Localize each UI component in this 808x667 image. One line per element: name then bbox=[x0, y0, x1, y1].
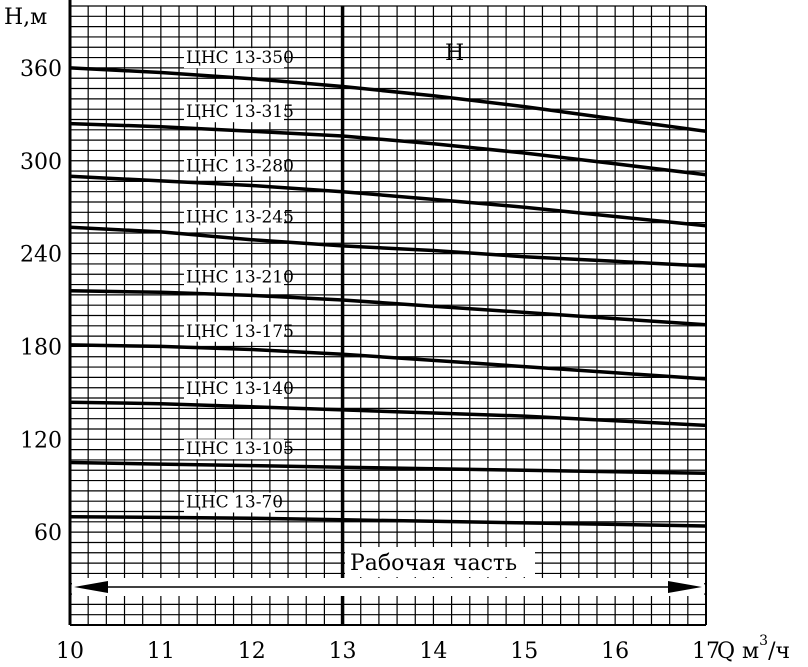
curve-label: ЦНС 13-245 bbox=[186, 208, 294, 228]
curve-label-bg bbox=[184, 321, 284, 342]
y-axis-title: Н,м bbox=[4, 5, 47, 30]
x-tick-label: 12 bbox=[238, 639, 266, 664]
x-tick-label: 14 bbox=[419, 639, 447, 664]
curves bbox=[69, 66, 707, 528]
x-axis-title: Q м3/ч bbox=[717, 633, 790, 664]
x-axis-title-sup: 3 bbox=[759, 633, 768, 649]
curve-letter: H bbox=[445, 41, 464, 66]
y-tick-label: 240 bbox=[20, 243, 62, 268]
y-tick-label: 60 bbox=[34, 521, 62, 546]
curve-label: ЦНС 13-210 bbox=[186, 268, 294, 288]
tick-labels: 10 11 12 13 14 15 16 17 60 120 180 240 300 360 bbox=[20, 57, 720, 664]
curve-ЦНС-13-70 bbox=[69, 514, 707, 528]
curve-ЦНС-13-280 bbox=[69, 174, 707, 228]
curve-ЦНС-13-315 bbox=[69, 121, 707, 177]
x-tick-label: 16 bbox=[601, 639, 629, 664]
curve-ЦНС-13-210 bbox=[69, 288, 707, 327]
curve-labels: ЦНС 13-350 ЦНС 13-315 ЦНС 13-280 ЦНС 13-245… bbox=[184, 48, 294, 513]
working-region-label-bg bbox=[345, 547, 535, 577]
x-tick-label: 15 bbox=[510, 639, 538, 664]
working-region-label: Рабочая часть bbox=[350, 551, 517, 576]
curve-label-bg bbox=[184, 48, 284, 69]
y-tick-label: 120 bbox=[20, 428, 62, 453]
y-tick-label: 360 bbox=[20, 57, 62, 82]
curve-label: ЦНС 13-140 bbox=[186, 379, 294, 399]
curve-label-bg bbox=[184, 492, 275, 513]
arrow-left-icon bbox=[74, 581, 108, 593]
curve-label-bg bbox=[184, 156, 284, 177]
y-tick-label: 300 bbox=[20, 150, 62, 175]
curve-label: ЦНС 13-105 bbox=[186, 439, 294, 459]
working-region: Рабочая часть bbox=[72, 547, 704, 596]
grid bbox=[68, 0, 707, 626]
x-axis-title-tail: /ч bbox=[768, 639, 790, 664]
curve-label: ЦНС 13-350 bbox=[186, 48, 294, 68]
x-axis-title-base: Q м bbox=[717, 639, 759, 664]
curve-label: ЦНС 13-280 bbox=[186, 156, 294, 176]
curve-label-bg bbox=[184, 102, 284, 123]
curve-label-bg bbox=[184, 439, 284, 460]
curve-label-bg bbox=[184, 207, 284, 228]
x-tick-label: 13 bbox=[329, 639, 357, 664]
x-tick-label: 11 bbox=[147, 639, 175, 664]
curve-ЦНС-13-350 bbox=[69, 66, 707, 134]
curve-label-bg bbox=[184, 267, 284, 288]
curve-label: ЦНС 13-175 bbox=[186, 322, 294, 342]
x-tick-label: 17 bbox=[692, 639, 720, 664]
curve-label: ЦНС 13-315 bbox=[186, 102, 294, 122]
arrow-right-icon bbox=[668, 581, 702, 593]
curve-label: ЦНС 13-70 bbox=[186, 493, 283, 513]
curve-ЦНС-13-105 bbox=[69, 460, 707, 476]
curve-ЦНС-13-245 bbox=[69, 225, 707, 268]
curve-label-bg bbox=[184, 379, 284, 400]
y-tick-label: 180 bbox=[20, 335, 62, 360]
x-tick-label: 10 bbox=[56, 639, 84, 664]
curve-ЦНС-13-140 bbox=[69, 400, 707, 428]
curve-ЦНС-13-175 bbox=[69, 343, 707, 381]
